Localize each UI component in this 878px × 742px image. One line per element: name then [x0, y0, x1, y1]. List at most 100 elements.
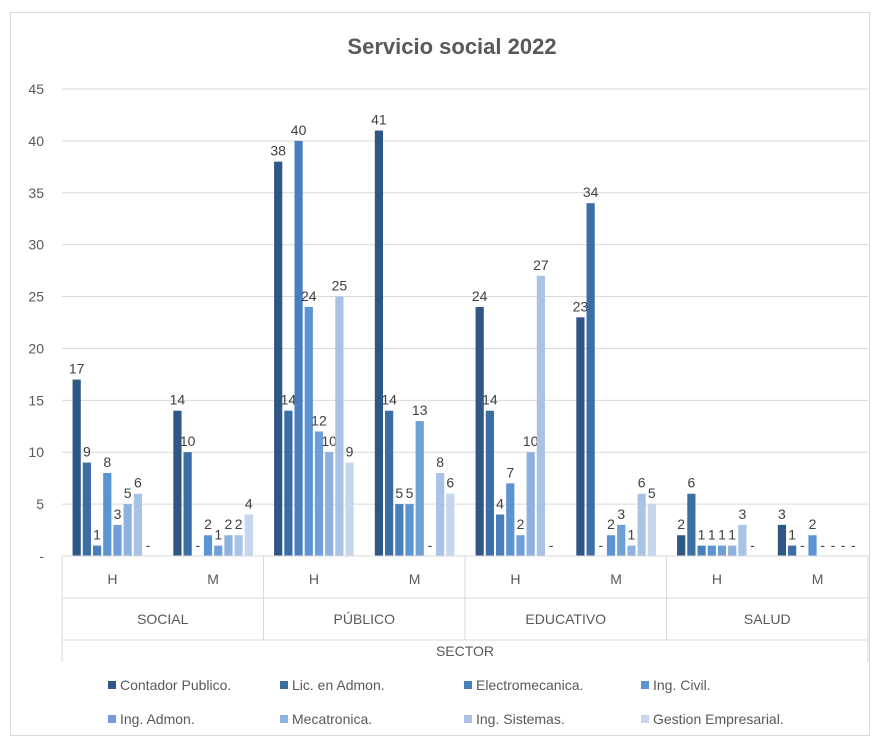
bar	[183, 452, 192, 556]
bar	[92, 545, 102, 556]
data-label: 34	[583, 184, 599, 200]
data-label: 2	[235, 516, 243, 532]
x-axis-title: SECTOR	[436, 643, 494, 659]
legend-swatch	[108, 681, 116, 689]
data-label: 17	[69, 361, 85, 377]
data-label: 14	[170, 392, 186, 408]
data-label: 25	[332, 278, 348, 294]
bar	[436, 472, 445, 556]
bar	[325, 452, 334, 556]
data-label: 3	[738, 506, 746, 522]
data-label: 14	[281, 392, 297, 408]
data-label: 1	[698, 527, 706, 543]
data-label: 9	[83, 444, 91, 460]
data-label: -	[851, 537, 856, 553]
bar	[82, 462, 91, 556]
bar	[385, 410, 394, 556]
data-label: 10	[321, 433, 337, 449]
x-group-label: SALUD	[744, 611, 791, 627]
bar	[103, 472, 112, 556]
data-label: -	[800, 537, 805, 553]
data-label: -	[598, 537, 603, 553]
data-label: 5	[395, 485, 403, 501]
bar	[516, 535, 525, 556]
y-tick-label: 20	[28, 340, 44, 356]
legend-label: Contador Publico.	[120, 677, 231, 693]
data-label: 6	[638, 475, 646, 491]
bar	[526, 452, 535, 556]
bar	[415, 421, 424, 556]
bar	[707, 545, 716, 556]
data-label: -	[750, 537, 755, 553]
data-label: 24	[301, 288, 317, 304]
bar	[617, 524, 626, 556]
data-label: 6	[687, 475, 695, 491]
data-label: 10	[180, 433, 196, 449]
bar	[214, 545, 223, 556]
bar	[485, 410, 494, 556]
legend-swatch	[641, 681, 649, 689]
bar	[395, 504, 404, 556]
data-label: 27	[533, 257, 549, 273]
bar	[586, 203, 595, 556]
x-tick-label: M	[409, 571, 421, 587]
legend-label: Electromecanica.	[476, 677, 583, 693]
legend-swatch	[108, 715, 116, 723]
bar	[576, 317, 585, 556]
x-group-label: PÚBLICO	[334, 611, 396, 627]
legend-swatch	[464, 715, 472, 723]
bar	[506, 483, 515, 556]
data-label: 5	[124, 485, 132, 501]
x-tick-label: H	[107, 571, 117, 587]
data-label: -	[841, 537, 846, 553]
data-label: 14	[482, 392, 498, 408]
data-label: 3	[617, 506, 625, 522]
data-label: 5	[406, 485, 414, 501]
data-label: 3	[778, 506, 786, 522]
bar	[717, 545, 727, 556]
bar	[738, 524, 747, 556]
x-tick-label: H	[712, 571, 722, 587]
legend-label: Mecatronica.	[292, 711, 372, 727]
y-tick-label: -	[39, 548, 44, 564]
data-label: 1	[214, 527, 222, 543]
data-label: 24	[472, 288, 488, 304]
data-label: 41	[371, 112, 387, 128]
y-tick-label: 5	[36, 496, 44, 512]
data-label: 8	[103, 454, 111, 470]
data-label: 1	[708, 527, 716, 543]
legend-label: Ing. Civil.	[653, 677, 711, 693]
data-label: 8	[436, 454, 444, 470]
data-label: 12	[311, 412, 327, 428]
bar	[627, 545, 636, 556]
chart-title: Servicio social 2022	[347, 34, 556, 59]
data-label: 2	[204, 516, 212, 532]
data-label: 1	[718, 527, 726, 543]
data-label: 1	[728, 527, 736, 543]
bar	[687, 493, 696, 556]
bar	[788, 545, 797, 556]
y-tick-label: 25	[28, 289, 44, 305]
data-label: -	[549, 537, 554, 553]
legend-label: Ing. Admon.	[120, 711, 195, 727]
bar	[536, 275, 545, 556]
bar	[133, 493, 142, 556]
bar	[777, 524, 787, 556]
bar	[113, 524, 122, 556]
bar	[374, 130, 384, 556]
bar	[244, 514, 253, 556]
y-tick-label: 15	[28, 392, 44, 408]
bar	[637, 493, 646, 556]
legend-swatch	[280, 715, 288, 723]
data-label: 6	[446, 475, 454, 491]
bar	[647, 504, 656, 556]
legend-label: Lic. en Admon.	[292, 677, 385, 693]
data-label: 9	[346, 444, 354, 460]
bar	[446, 493, 455, 556]
data-label: 40	[291, 122, 307, 138]
data-label: 1	[93, 527, 101, 543]
data-label: -	[820, 537, 825, 553]
chart-frame	[10, 12, 870, 736]
x-tick-label: M	[812, 571, 824, 587]
